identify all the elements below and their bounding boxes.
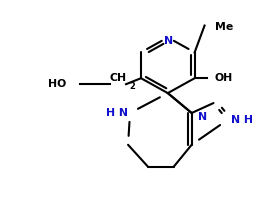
Text: N H: N H bbox=[232, 115, 253, 125]
Text: OH: OH bbox=[215, 73, 233, 83]
Text: Me: Me bbox=[215, 21, 233, 32]
Text: H N: H N bbox=[106, 108, 128, 118]
Text: 2: 2 bbox=[129, 82, 135, 91]
Text: CH: CH bbox=[109, 73, 127, 83]
Text: HO: HO bbox=[48, 79, 66, 89]
Text: N: N bbox=[198, 112, 207, 122]
Text: N: N bbox=[164, 36, 173, 46]
